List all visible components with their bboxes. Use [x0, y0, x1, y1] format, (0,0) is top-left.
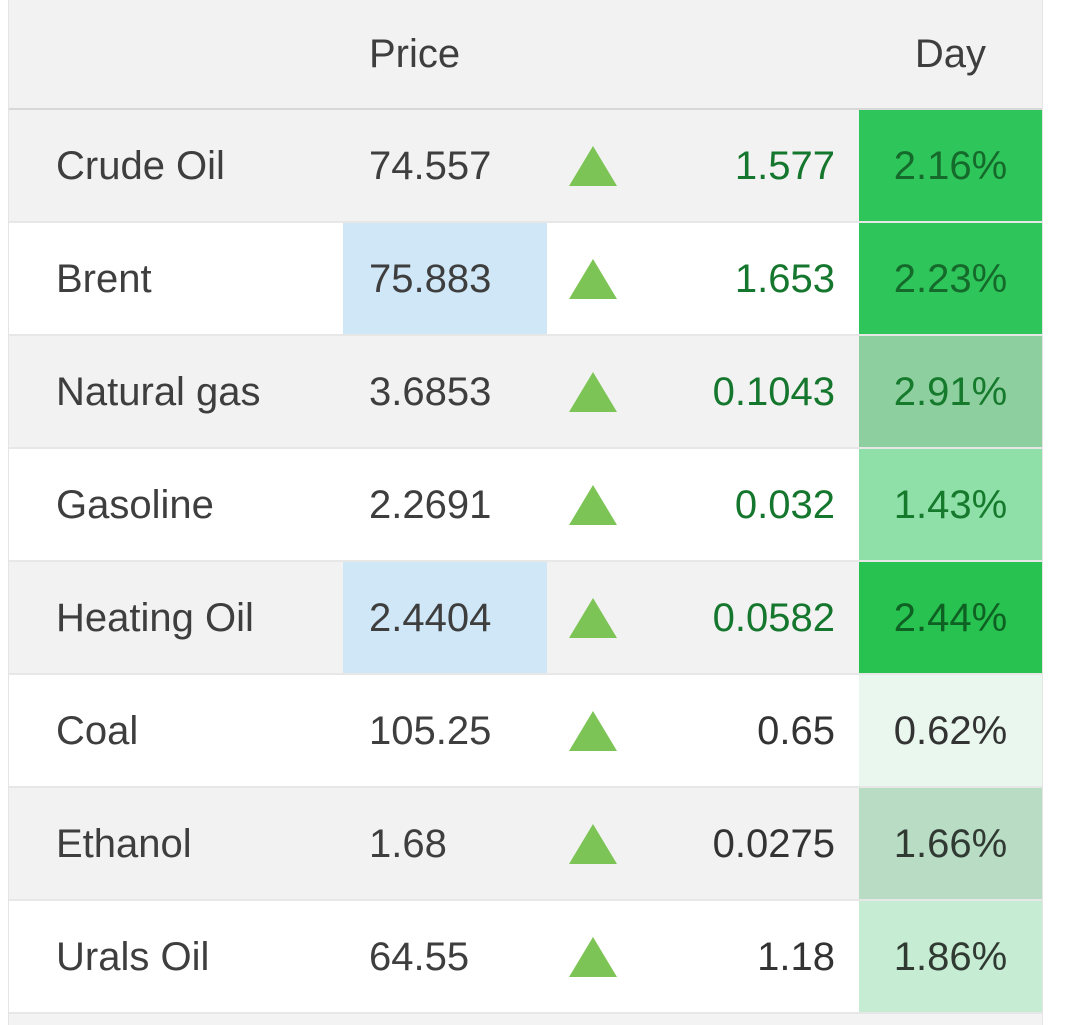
triangle-up-icon [569, 597, 617, 638]
price-cell: 105.25 [343, 675, 547, 786]
triangle-up-icon [569, 371, 617, 412]
price-cell: 2.2691 [343, 449, 547, 560]
partial-next-row [9, 1014, 1042, 1025]
commodity-name[interactable]: Brent [56, 256, 152, 301]
price-cell: 1.68 [343, 788, 547, 899]
change-cell: 1.577 [547, 110, 859, 221]
table-row[interactable]: Urals Oil 64.55 1.18 1.86% [9, 901, 1042, 1014]
commodities-table: Price Day Crude Oil 74.557 1.577 2.16% B… [8, 0, 1043, 1025]
table-header-row: Price Day [9, 0, 1042, 110]
change-cell: 0.0582 [547, 562, 859, 673]
triangle-up-icon [569, 484, 617, 525]
price-value: 74.557 [369, 143, 492, 188]
change-value: 0.1043 [712, 369, 835, 414]
price-cell: 3.6853 [343, 336, 547, 447]
commodity-name[interactable]: Natural gas [56, 369, 261, 414]
commodity-name[interactable]: Gasoline [56, 482, 214, 527]
triangle-up-icon [569, 258, 617, 299]
price-cell: 64.55 [343, 901, 547, 1012]
day-percent-cell: 2.23% [859, 223, 1042, 334]
day-percent-cell: 2.91% [859, 336, 1042, 447]
price-value: 75.883 [369, 256, 492, 301]
change-cell: 0.65 [547, 675, 859, 786]
change-cell: 0.0275 [547, 788, 859, 899]
column-header-price[interactable]: Price [369, 32, 461, 76]
triangle-up-icon [569, 145, 617, 186]
change-cell: 1.18 [547, 901, 859, 1012]
day-percent-cell: 2.16% [859, 110, 1042, 221]
price-value: 2.2691 [369, 482, 492, 527]
table-row[interactable]: Natural gas 3.6853 0.1043 2.91% [9, 336, 1042, 449]
price-value: 64.55 [369, 934, 470, 979]
table-row[interactable]: Heating Oil 2.4404 0.0582 2.44% [9, 562, 1042, 675]
price-cell: 2.4404 [343, 562, 547, 673]
table-row[interactable]: Brent 75.883 1.653 2.23% [9, 223, 1042, 336]
change-value: 1.18 [757, 934, 835, 979]
triangle-up-icon [569, 823, 617, 864]
commodity-name[interactable]: Crude Oil [56, 143, 225, 188]
day-percent-cell: 1.43% [859, 449, 1042, 560]
change-cell: 0.1043 [547, 336, 859, 447]
price-value: 3.6853 [369, 369, 492, 414]
price-value: 105.25 [369, 708, 492, 753]
change-value: 1.577 [734, 143, 835, 188]
commodity-name[interactable]: Urals Oil [56, 934, 210, 979]
triangle-up-icon [569, 936, 617, 977]
change-value: 0.0275 [712, 821, 835, 866]
column-header-change [547, 0, 859, 108]
commodity-name[interactable]: Ethanol [56, 821, 192, 866]
day-percent-cell: 1.86% [859, 901, 1042, 1012]
day-percent-cell: 0.62% [859, 675, 1042, 786]
price-value: 1.68 [369, 821, 447, 866]
change-value: 0.65 [757, 708, 835, 753]
change-cell: 1.653 [547, 223, 859, 334]
table-row[interactable]: Crude Oil 74.557 1.577 2.16% [9, 110, 1042, 223]
price-value: 2.4404 [369, 595, 492, 640]
change-value: 0.0582 [712, 595, 835, 640]
change-value: 1.653 [734, 256, 835, 301]
commodity-name[interactable]: Heating Oil [56, 595, 254, 640]
column-header-day[interactable]: Day [914, 32, 987, 76]
change-value: 0.032 [734, 482, 835, 527]
column-header-commodity [9, 0, 343, 108]
price-cell: 74.557 [343, 110, 547, 221]
table-row[interactable]: Ethanol 1.68 0.0275 1.66% [9, 788, 1042, 901]
table-row[interactable]: Coal 105.25 0.65 0.62% [9, 675, 1042, 788]
table-row[interactable]: Gasoline 2.2691 0.032 1.43% [9, 449, 1042, 562]
commodity-name[interactable]: Coal [56, 708, 139, 753]
price-cell: 75.883 [343, 223, 547, 334]
change-cell: 0.032 [547, 449, 859, 560]
day-percent-cell: 1.66% [859, 788, 1042, 899]
triangle-up-icon [569, 710, 617, 751]
day-percent-cell: 2.44% [859, 562, 1042, 673]
